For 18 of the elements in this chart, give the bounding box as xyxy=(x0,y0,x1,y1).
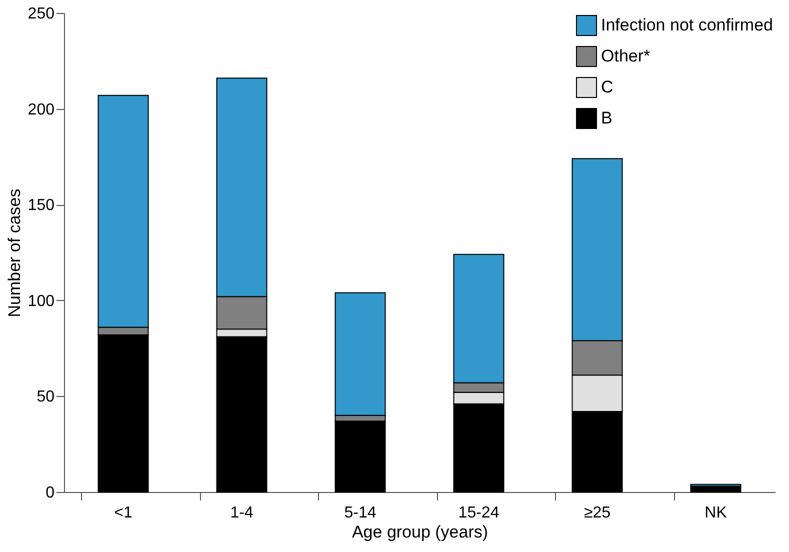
x-tick-label: 1-4 xyxy=(230,504,254,522)
legend-label: C xyxy=(601,78,614,96)
x-tick-label: ≥25 xyxy=(584,504,611,522)
y-tick-label: 0 xyxy=(46,484,55,502)
y-tick-label: 250 xyxy=(28,6,55,22)
x-tick-label: 15-24 xyxy=(458,504,500,522)
y-tick-label: 200 xyxy=(28,101,55,118)
x-tick-label: <1 xyxy=(114,504,132,522)
y-axis-title: Number of cases xyxy=(4,188,24,318)
legend-label: Infection not confirmed xyxy=(601,16,773,34)
legend-label: B xyxy=(601,108,612,128)
x-tick-label: 5-14 xyxy=(344,504,376,522)
x-tick-label: NK xyxy=(704,504,728,522)
x-axis-title: Age group (years) xyxy=(352,522,488,542)
y-tick-label: 150 xyxy=(28,197,55,214)
y-tick-label: 50 xyxy=(36,388,55,406)
y-tick-label: 100 xyxy=(28,292,55,310)
legend-label: Other* xyxy=(601,46,651,66)
